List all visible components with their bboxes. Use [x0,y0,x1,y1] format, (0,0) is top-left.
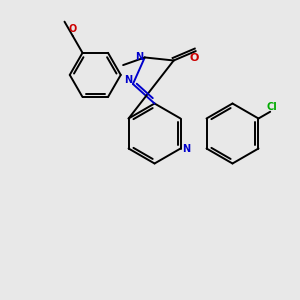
Text: N: N [182,144,190,154]
Text: N: N [135,52,143,62]
Text: N: N [124,75,133,85]
Text: Cl: Cl [266,102,277,112]
Text: O: O [69,24,77,34]
Text: O: O [190,53,199,63]
